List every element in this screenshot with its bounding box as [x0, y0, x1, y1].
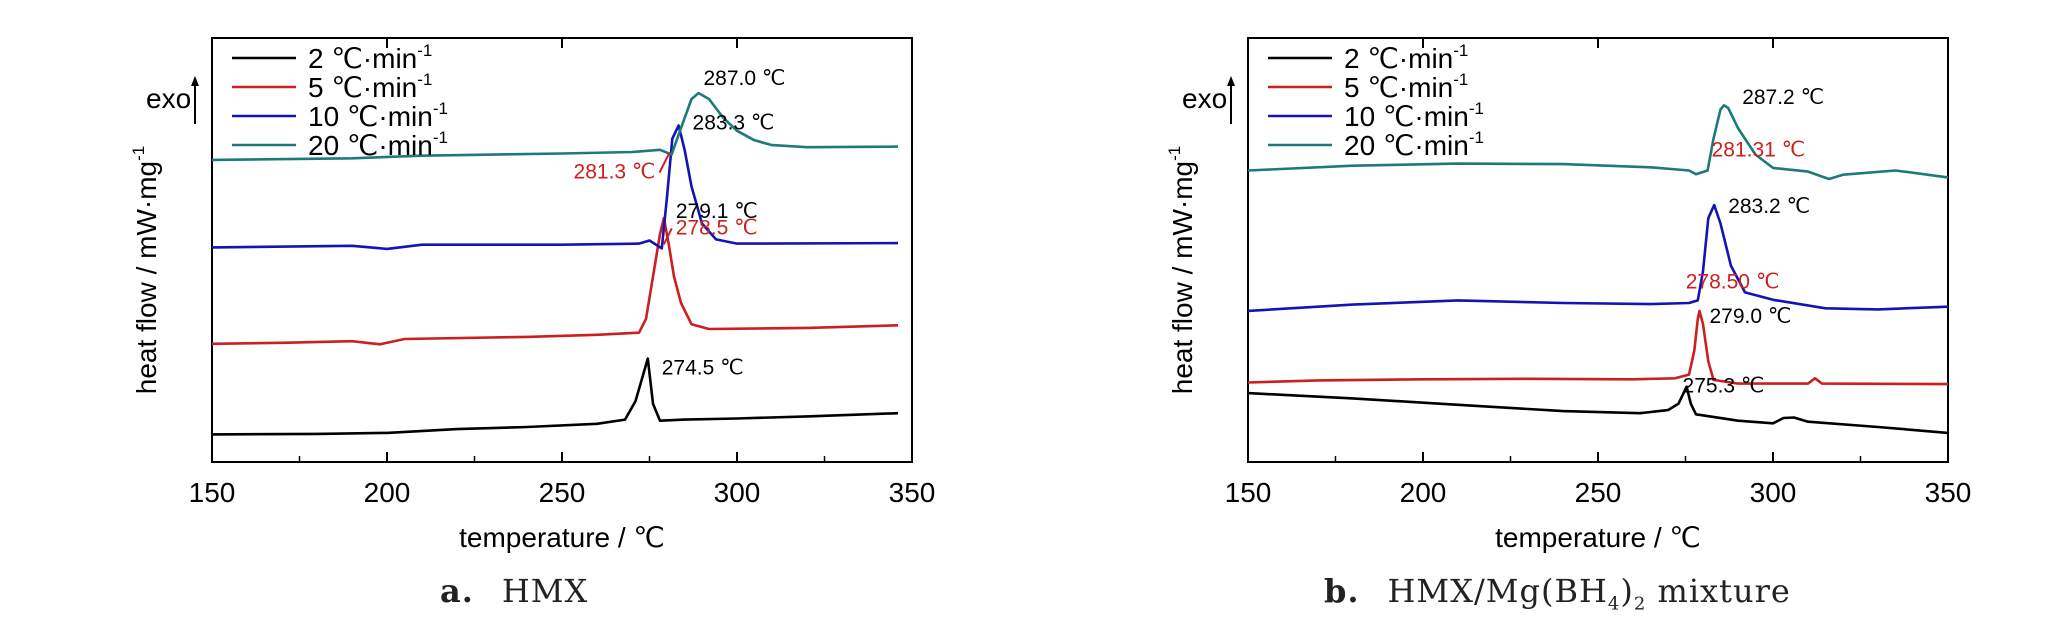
chart-0-legend-sup-2: -1 — [433, 99, 448, 118]
caption-a: a. HMX — [440, 572, 588, 610]
chart-0-xtick-label: 300 — [714, 477, 761, 508]
panel-b-mixture: 150 200 250 300 350 temperature / ℃ heat flow … — [1036, 0, 2072, 630]
caption-b-sub2: 2 — [1633, 593, 1647, 615]
chart-0-legend-label-0: 2 ℃·min-1 — [308, 41, 432, 74]
chart-0-legend-sup-3: -1 — [433, 128, 448, 147]
chart-0-exo-label: exo — [146, 83, 191, 114]
caption-b-mid: ) — [1620, 572, 1634, 610]
chart-1-legend-sup-3: -1 — [1469, 128, 1484, 147]
chart-1-peak-label-2: 283.2 ℃ — [1728, 195, 1810, 218]
chart-1-legend-name-3: 20 ℃·min — [1344, 130, 1469, 161]
caption-a-text: HMX — [501, 572, 589, 610]
chart-0-xtick-label: 150 — [189, 477, 236, 508]
chart-1-exo-arrow-head — [1227, 76, 1235, 86]
chart-0-legend-name-0: 2 ℃·min — [308, 43, 417, 74]
chart-1-ylabel: heat flow / mW·mg-1 — [1165, 146, 1198, 395]
chart-0-legend-sup-1: -1 — [417, 70, 432, 89]
chart-1-ylabel-sup: -1 — [1165, 146, 1184, 161]
chart-1-xtick-label: 200 — [1400, 477, 1447, 508]
chart-0-legend-name-1: 5 ℃·min — [308, 72, 417, 103]
chart-0-legend-label-2: 10 ℃·min-1 — [308, 99, 448, 132]
chart-1-legend-sup-1: -1 — [1453, 70, 1468, 89]
chart-1-peak-label-5: 275.3 ℃ — [1683, 375, 1765, 398]
chart-1-xtick-label: 250 — [1575, 477, 1622, 508]
caption-b: b. HMX/Mg(BH4)2 mixture — [1324, 572, 1791, 614]
caption-b-end: mixture — [1646, 572, 1791, 610]
chart-1-peak-label-1: 281.31 ℃ — [1712, 139, 1806, 162]
chart-0-legend-label-1: 5 ℃·min-1 — [308, 70, 432, 103]
chart-1-peak-label-0: 287.2 ℃ — [1742, 86, 1824, 109]
chart-0-peak-label-1: 283.3 ℃ — [693, 111, 775, 134]
chart-1-series-2-line — [1247, 203, 1949, 313]
chart-a-svg: 150 200 250 300 350 temperature / ℃ heat flow … — [129, 37, 936, 553]
chart-0-peak-label-2: 281.3 ℃ — [574, 161, 656, 184]
chart-0-xtick-label: 350 — [889, 477, 936, 508]
chart-0-ylabel-text: heat flow / mW·mg — [131, 161, 162, 394]
chart-0-legend-name-2: 10 ℃·min — [308, 101, 433, 132]
chart-1-series-1-line — [1247, 309, 1949, 386]
chart-0-peak-label-4: 279.1 ℃ — [676, 200, 758, 223]
caption-b-sub1: 4 — [1607, 593, 1621, 615]
chart-1-xtick-label: 150 — [1225, 477, 1272, 508]
chart-1-ylabel-text: heat flow / mW·mg — [1167, 161, 1198, 394]
chart-1-legend-name-0: 2 ℃·min — [1344, 43, 1453, 74]
chart-1-legend-name-1: 5 ℃·min — [1344, 72, 1453, 103]
panel-a-hmx: 150 200 250 300 350 temperature / ℃ heat flow … — [129, 37, 936, 610]
caption-b-letter: b. — [1324, 572, 1360, 610]
chart-1-peak-label-4: 279.0 ℃ — [1710, 305, 1792, 328]
chart-1-legend-sup-2: -1 — [1469, 99, 1484, 118]
chart-1-xtick-label: 350 — [1925, 477, 1972, 508]
chart-1-legend-sup-0: -1 — [1453, 41, 1468, 60]
chart-0-exo-arrow-head — [191, 76, 199, 86]
caption-a-letter: a. — [440, 572, 474, 610]
chart-0-xlabel: temperature / ℃ — [459, 522, 665, 553]
caption-b-text: HMX/Mg(BH — [1387, 572, 1608, 610]
chart-1-series-3-line — [1247, 104, 1949, 181]
chart-0-peak-arrow-3 — [662, 227, 673, 245]
chart-0-peak-label-5: 274.5 ℃ — [662, 357, 744, 380]
chart-1-legend-label-3: 20 ℃·min-1 — [1344, 128, 1484, 161]
chart-1-exo-label: exo — [1182, 83, 1227, 114]
chart-0-peak-arrow-2 — [658, 152, 671, 174]
chart-0-peak-label-3: 278.5 ℃ — [676, 216, 758, 239]
chart-0-legend-name-3: 20 ℃·min — [308, 130, 433, 161]
chart-0-series-2-line — [211, 124, 899, 251]
chart-0-legend-sup-0: -1 — [417, 41, 432, 60]
chart-1-xlabel: temperature / ℃ — [1495, 522, 1701, 553]
chart-1-xtick-label: 300 — [1750, 477, 1797, 508]
chart-1-series-0-line — [1247, 385, 1949, 435]
chart-1-legend-label-1: 5 ℃·min-1 — [1344, 70, 1468, 103]
chart-1-legend-name-2: 10 ℃·min — [1344, 101, 1469, 132]
chart-0-series-0-line — [211, 357, 899, 436]
chart-1-legend-label-2: 10 ℃·min-1 — [1344, 99, 1484, 132]
chart-0-series-3-line — [211, 91, 899, 162]
chart-0-peak-label-0: 287.0 ℃ — [704, 67, 786, 90]
chart-0-ylabel: heat flow / mW·mg-1 — [129, 146, 162, 395]
chart-b-svg: 150 200 250 300 350 temperature / ℃ heat flow … — [1165, 37, 1972, 553]
chart-0-legend-label-3: 20 ℃·min-1 — [308, 128, 448, 161]
chart-0-series-1-line — [211, 216, 899, 346]
chart-0-ylabel-sup: -1 — [129, 146, 148, 161]
chart-1-peak-label-3: 278.50 ℃ — [1686, 270, 1780, 293]
chart-0-xtick-label: 250 — [539, 477, 586, 508]
chart-0-xtick-label: 200 — [364, 477, 411, 508]
chart-1-legend-label-0: 2 ℃·min-1 — [1344, 41, 1468, 74]
